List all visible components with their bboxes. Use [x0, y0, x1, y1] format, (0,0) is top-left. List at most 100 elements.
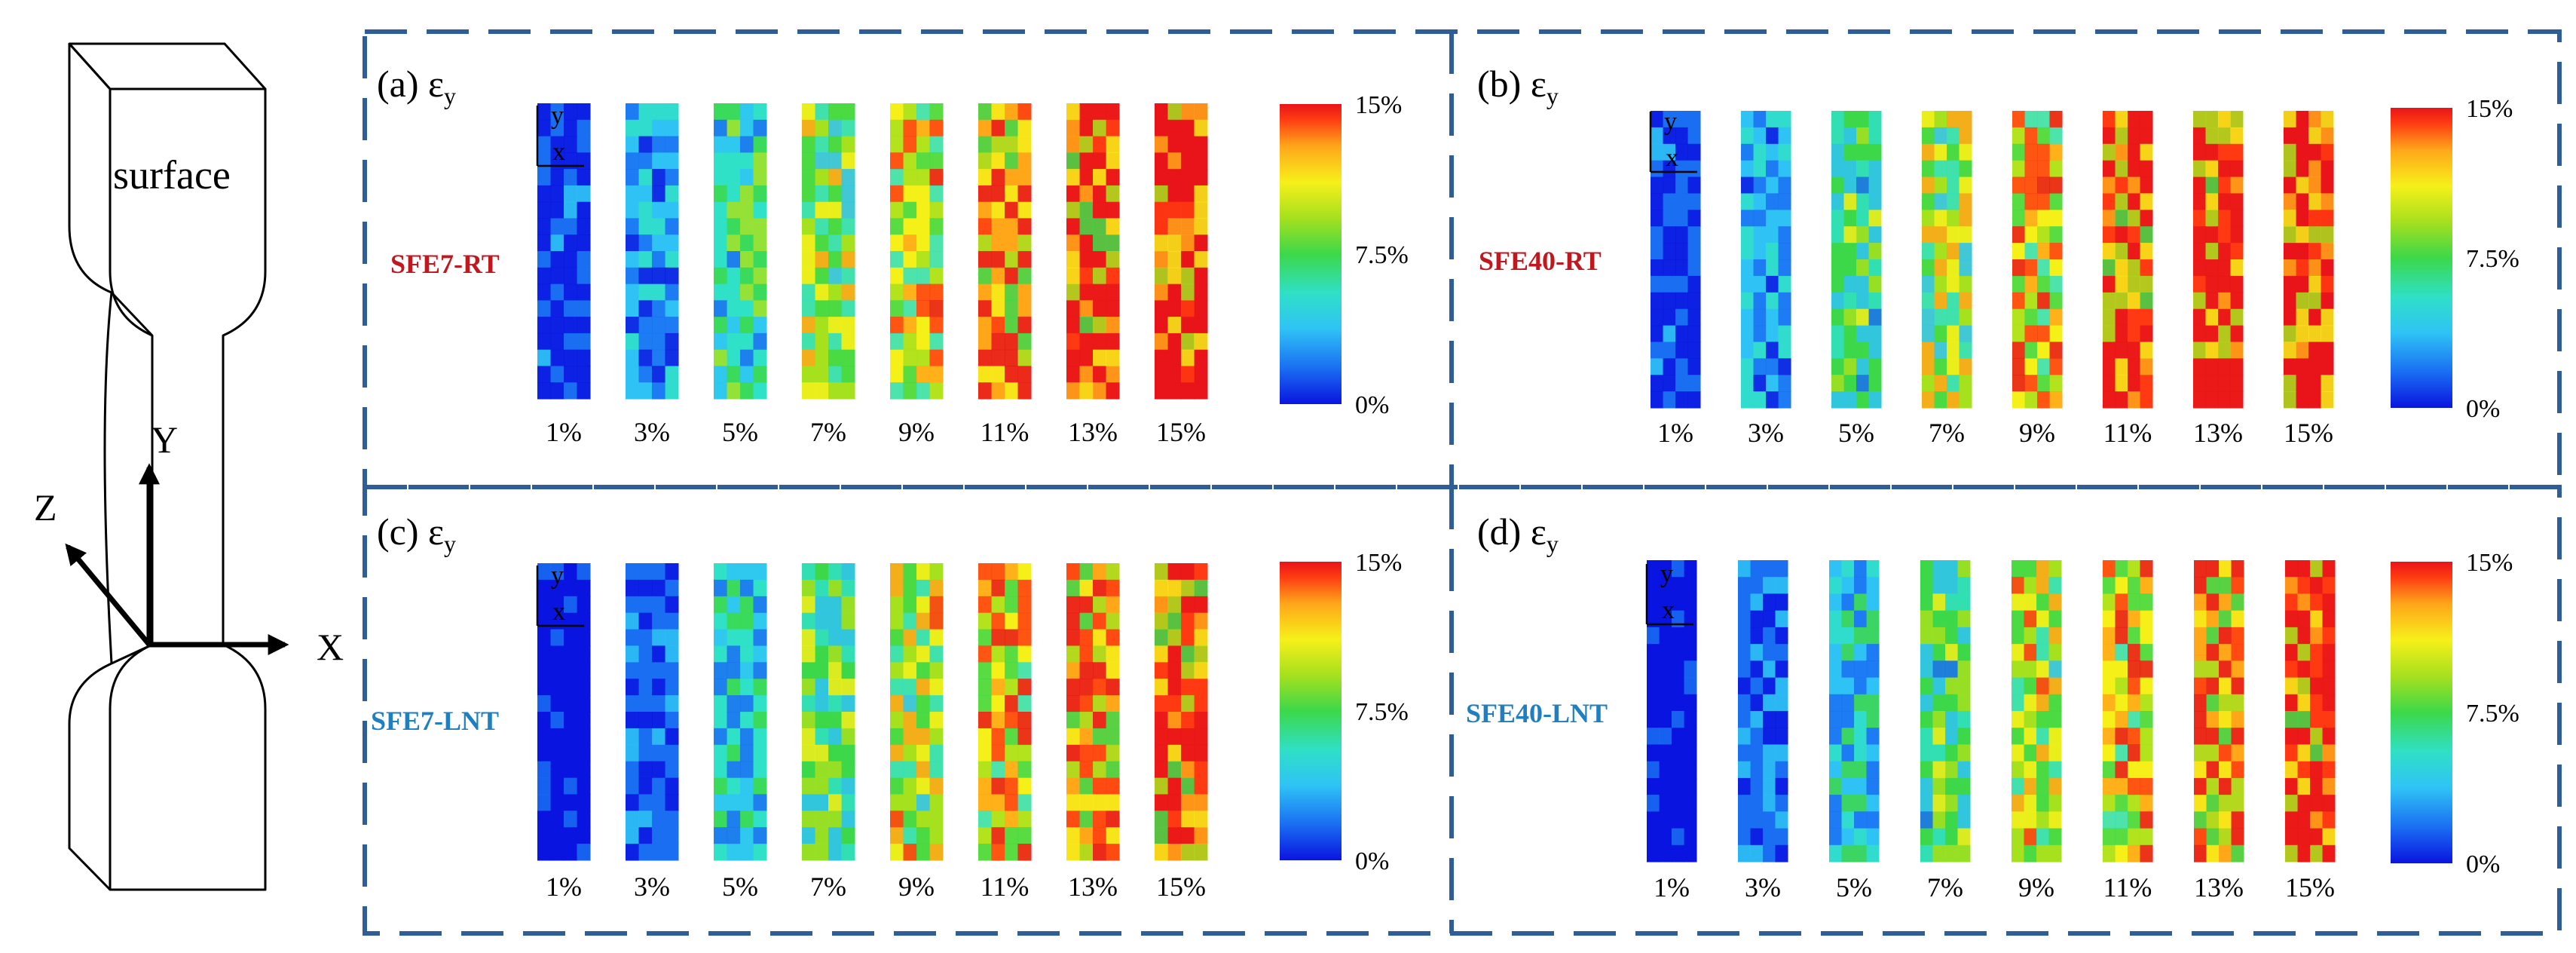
strain-map	[1155, 103, 1208, 400]
panel-border-bottom	[363, 485, 2562, 936]
strain-level-label: 13%	[1068, 872, 1118, 902]
panel-c: (c) εy SFE7-LNT 1% 3% 5% 7% 9% 11% 13% 15%yx15%…	[371, 510, 1409, 902]
strain-level-label: 1%	[546, 872, 582, 902]
strain-level-label: 15%	[1156, 417, 1206, 447]
strain-map	[2193, 111, 2244, 409]
strain-subscript: y	[444, 530, 456, 557]
strain-subscript: y	[1547, 82, 1559, 109]
sample-name: SFE7-LNT	[371, 706, 499, 736]
strain-map	[537, 103, 591, 400]
strain-level-label: 11%	[2103, 872, 2152, 902]
strain-map	[890, 563, 944, 861]
panel-b: (b) εy SFE40-RT 1% 3% 5% 7% 9% 11% 13% 15%yx15%…	[1477, 63, 2519, 448]
strain-map	[1066, 563, 1120, 861]
panel-letter: (a)	[377, 63, 419, 105]
panel-a: (a) εy SFE7-RT 1% 3% 5% 7% 9% 11% 13% 15%yx15%7…	[377, 63, 1409, 447]
strain-level-label: 1%	[1657, 418, 1693, 448]
panel-border-top	[363, 29, 2562, 489]
strain-map	[978, 563, 1032, 861]
svg-text:(d) εy: (d) εy	[1477, 510, 1559, 557]
strain-level-label: 1%	[546, 417, 582, 447]
strain-map	[1831, 111, 1882, 409]
strain-level-label: 5%	[1836, 872, 1872, 902]
local-coordinate-axes: yx	[536, 562, 584, 627]
strain-map	[2285, 560, 2336, 863]
strain-map	[2103, 111, 2153, 409]
strain-map	[714, 563, 767, 861]
strain-level-label: 7%	[1929, 418, 1965, 448]
colorbar-max-label: 15%	[2466, 95, 2513, 123]
strain-map	[2284, 111, 2334, 409]
strain-map	[1922, 111, 1972, 409]
strain-level-label: 1%	[1654, 872, 1690, 902]
strain-level-label: 9%	[898, 417, 935, 447]
local-coordinate-axes: yx	[536, 102, 584, 167]
local-y-label: y	[551, 102, 564, 130]
strain-level-label: 11%	[981, 417, 1029, 447]
strain-map	[890, 103, 944, 400]
surface-label: surface	[113, 152, 231, 198]
local-x-label: x	[552, 598, 565, 626]
strain-level-label: 13%	[1068, 417, 1118, 447]
colorbar-max-label: 15%	[1355, 91, 1402, 119]
colorbar-mid-label: 7.5%	[2466, 245, 2519, 273]
axis-y-label: Y	[151, 418, 178, 461]
strain-level-label: 15%	[2284, 418, 2333, 448]
colorbar-max-label: 15%	[1355, 549, 1402, 577]
strain-level-label: 15%	[2285, 872, 2335, 902]
strain-level-label: 7%	[810, 417, 846, 447]
strain-symbol: ε	[1531, 510, 1547, 553]
strain-map	[1155, 563, 1208, 861]
strain-level-label: 15%	[1156, 872, 1206, 902]
strain-map	[802, 103, 855, 400]
local-x-label: x	[1666, 144, 1678, 172]
strain-map	[1829, 560, 1880, 863]
strain-level-label: 13%	[2193, 418, 2243, 448]
strain-map	[1741, 111, 1791, 409]
strain-map	[714, 103, 767, 400]
strain-level-label: 5%	[1838, 418, 1874, 448]
strain-map	[1920, 560, 1971, 863]
strain-map	[802, 563, 855, 861]
panel-d: (d) εy SFE40-LNT 1% 3% 5% 7% 9% 11% 13% 15%yx15…	[1466, 510, 2519, 902]
colorbar: 15% 7.5% 0%	[2391, 95, 2519, 423]
strain-level-label: 7%	[1927, 872, 1963, 902]
strain-level-label: 7%	[810, 872, 846, 902]
axis-x-label: X	[317, 626, 344, 668]
strain-map	[2012, 111, 2063, 409]
strain-map	[2012, 560, 2062, 863]
colorbar-max-label: 15%	[2466, 549, 2513, 577]
svg-text:(b) εy: (b) εy	[1477, 63, 1559, 109]
strain-level-label: 3%	[1745, 872, 1781, 902]
strain-level-label: 9%	[2018, 872, 2054, 902]
strain-map	[626, 103, 679, 400]
svg-text:(a) εy: (a) εy	[377, 63, 456, 109]
local-x-label: x	[552, 138, 565, 166]
strain-map	[1738, 560, 1788, 863]
local-y-label: y	[1664, 108, 1677, 136]
strain-symbol: ε	[428, 510, 444, 553]
panel-letter: (d)	[1477, 510, 1521, 553]
panel-letter: (c)	[377, 510, 419, 553]
strain-subscript: y	[444, 82, 456, 109]
local-coordinate-axes: yx	[1645, 560, 1693, 626]
sample-name: SFE7-RT	[390, 249, 500, 279]
strain-map	[2103, 560, 2153, 863]
colorbar-mid-label: 7.5%	[1355, 241, 1409, 269]
local-y-label: y	[551, 562, 564, 590]
axis-z-label: Z	[34, 486, 57, 529]
strain-level-label: 3%	[634, 417, 670, 447]
strain-map	[2194, 560, 2244, 863]
strain-level-label: 9%	[2019, 418, 2055, 448]
colorbar-mid-label: 7.5%	[1355, 698, 1409, 726]
strain-level-label: 9%	[898, 872, 935, 902]
strain-level-label: 3%	[1748, 418, 1784, 448]
local-y-label: y	[1660, 560, 1673, 588]
strain-level-label: 5%	[722, 872, 758, 902]
strain-level-label: 5%	[722, 417, 758, 447]
colorbar-min-label: 0%	[1355, 847, 1389, 875]
strain-map	[1651, 111, 1701, 409]
panel-letter: (b)	[1477, 63, 1521, 105]
colorbar: 15% 7.5% 0%	[1280, 91, 1409, 419]
